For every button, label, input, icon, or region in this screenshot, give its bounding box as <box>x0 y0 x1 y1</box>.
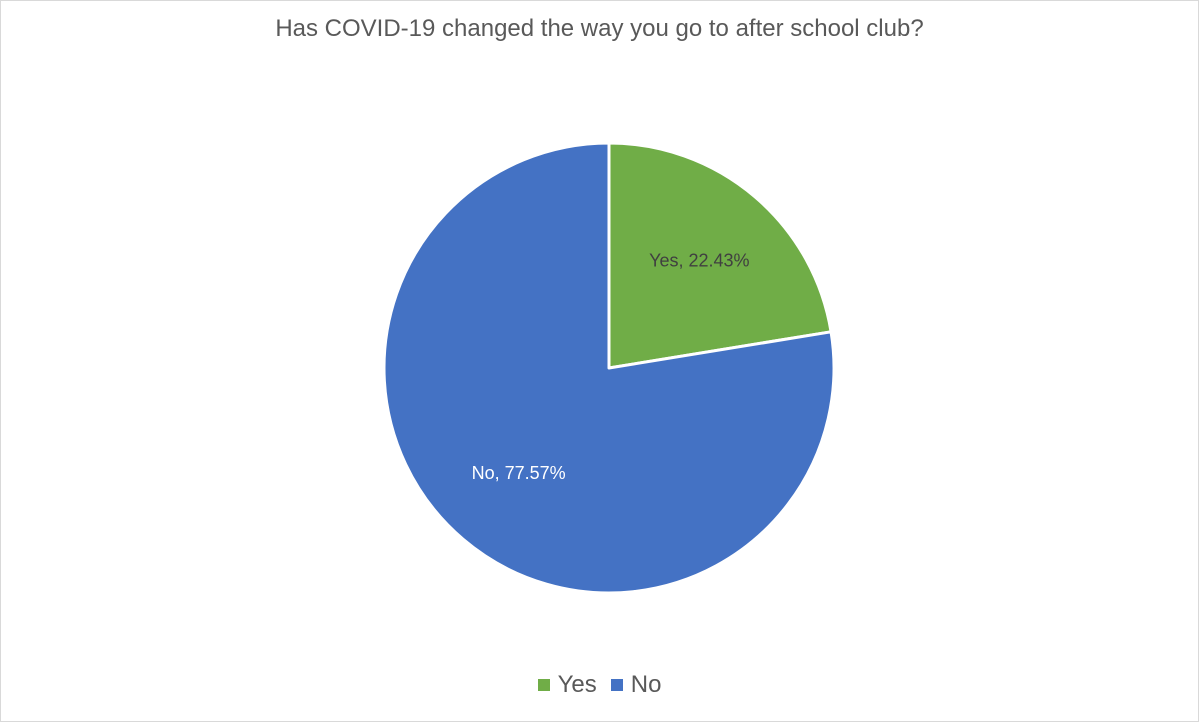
legend-swatch-no <box>610 679 623 691</box>
pie-slice-yes <box>607 141 833 370</box>
pie-label-no: No, 77.57% <box>472 463 566 483</box>
pie-slice-no <box>382 141 836 595</box>
legend-item-yes: Yes <box>537 671 597 699</box>
pie-slices <box>382 141 836 595</box>
legend: Yes No <box>1 671 1198 699</box>
pie-data-labels: Yes, 22.43% No, 77.57% <box>472 250 750 483</box>
legend-label-yes: Yes <box>557 671 597 698</box>
legend-item-no: No <box>610 671 662 699</box>
legend-label-no: No <box>630 671 662 698</box>
chart-title: Has COVID-19 changed the way you go to a… <box>275 15 924 42</box>
pie-label-yes: Yes, 22.43% <box>649 250 749 270</box>
legend-swatch-yes <box>537 679 550 691</box>
